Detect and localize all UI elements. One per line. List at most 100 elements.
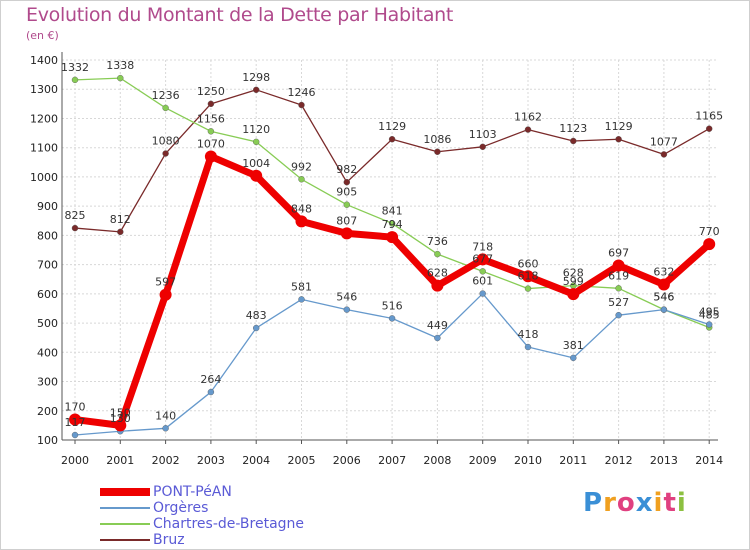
data-label-org-res: 546 bbox=[653, 291, 674, 304]
line-chart: 100 200 300 400 500 600 700 800 900 1000 1100 1200 1… bbox=[30, 52, 723, 467]
x-tick-label: 2003 bbox=[197, 454, 225, 467]
legend-label: Bruz bbox=[153, 532, 185, 548]
data-label-pont-p-an: 628 bbox=[427, 267, 448, 280]
data-label-org-res: 546 bbox=[336, 291, 357, 304]
x-tick-label: 2000 bbox=[61, 454, 89, 467]
point-org-res bbox=[615, 311, 622, 319]
legend-swatch bbox=[100, 507, 150, 509]
point-pont-p-an bbox=[159, 288, 172, 301]
data-label-bruz: 1123 bbox=[559, 122, 587, 135]
data-label-pont-p-an: 660 bbox=[518, 257, 539, 270]
logo-letter: i bbox=[653, 488, 664, 518]
point-chartres-de-bretagne bbox=[253, 138, 260, 146]
data-label-bruz: 982 bbox=[336, 163, 357, 176]
logo-letter: t bbox=[663, 488, 677, 518]
data-label-bruz: 1250 bbox=[197, 85, 225, 98]
point-pont-p-an bbox=[657, 278, 670, 291]
x-tick-label: 2014 bbox=[695, 454, 723, 467]
data-label-bruz: 1103 bbox=[469, 128, 497, 141]
point-pont-p-an bbox=[703, 238, 716, 251]
point-bruz bbox=[660, 151, 668, 158]
x-tick-label: 2009 bbox=[469, 454, 497, 467]
data-label-chartres-de-bretagne: 736 bbox=[427, 235, 448, 248]
data-label-chartres-de-bretagne: 485 bbox=[699, 308, 720, 321]
data-label-bruz: 1246 bbox=[288, 86, 316, 99]
y-tick-label: 300 bbox=[37, 376, 58, 389]
data-label-pont-p-an: 718 bbox=[472, 240, 493, 253]
x-tick-label: 2010 bbox=[514, 454, 542, 467]
data-label-bruz: 1165 bbox=[695, 110, 723, 123]
point-pont-p-an bbox=[386, 231, 399, 244]
data-label-pont-p-an: 1004 bbox=[242, 157, 270, 170]
data-label-chartres-de-bretagne: 546 bbox=[653, 291, 674, 304]
data-label-org-res: 418 bbox=[518, 328, 539, 341]
data-labels: 825 812 1080 1250 1298 1246 982 1129 1086 1103 116… bbox=[61, 59, 723, 429]
data-label-chartres-de-bretagne: 628 bbox=[563, 267, 584, 280]
data-label-org-res: 264 bbox=[200, 373, 221, 386]
legend-label: Chartres-de-Bretagne bbox=[153, 516, 305, 532]
x-tick-label: 2013 bbox=[650, 454, 678, 467]
point-org-res bbox=[162, 425, 169, 432]
point-pont-p-an bbox=[522, 270, 534, 283]
data-label-chartres-de-bretagne: 1332 bbox=[61, 61, 89, 74]
axes: 100 200 300 400 500 600 700 800 900 1000 1100 1200 1… bbox=[30, 52, 723, 467]
data-label-org-res: 527 bbox=[608, 296, 629, 309]
point-org-res bbox=[253, 324, 260, 332]
data-label-chartres-de-bretagne: 905 bbox=[336, 186, 357, 199]
data-label-bruz: 1086 bbox=[423, 133, 451, 146]
data-label-pont-p-an: 770 bbox=[699, 225, 720, 238]
point-chartres-de-bretagne bbox=[434, 250, 441, 258]
logo-letter: r bbox=[603, 488, 617, 518]
point-chartres-de-bretagne bbox=[207, 128, 215, 135]
x-tick-label: 2012 bbox=[605, 454, 633, 467]
point-pont-p-an bbox=[431, 279, 444, 292]
data-label-pont-p-an: 597 bbox=[155, 276, 176, 289]
data-label-bruz: 812 bbox=[110, 213, 131, 226]
point-org-res bbox=[479, 290, 486, 297]
point-pont-p-an bbox=[204, 150, 217, 163]
point-pont-p-an bbox=[114, 419, 127, 432]
data-label-org-res: 495 bbox=[699, 306, 720, 319]
point-pont-p-an bbox=[567, 288, 580, 301]
point-chartres-de-bretagne bbox=[615, 285, 622, 292]
data-label-pont-p-an: 848 bbox=[291, 202, 312, 215]
y-tick-label: 900 bbox=[37, 200, 58, 213]
data-label-chartres-de-bretagne: 1120 bbox=[242, 123, 270, 136]
logo-letter: P bbox=[583, 488, 604, 518]
point-bruz bbox=[479, 143, 486, 151]
point-org-res bbox=[660, 306, 668, 313]
y-tick-label: 700 bbox=[37, 259, 58, 272]
data-label-org-res: 130 bbox=[110, 412, 131, 425]
point-pont-p-an bbox=[476, 253, 489, 266]
data-label-org-res: 581 bbox=[291, 280, 312, 293]
data-label-bruz: 1162 bbox=[514, 111, 542, 124]
data-label-bruz: 1080 bbox=[152, 135, 180, 148]
series-bruz bbox=[71, 86, 713, 236]
legend-swatch bbox=[100, 523, 150, 525]
logo-letter: o bbox=[616, 488, 636, 518]
data-label-org-res: 140 bbox=[155, 409, 176, 422]
y-tick-label: 600 bbox=[37, 288, 58, 301]
point-bruz bbox=[253, 86, 260, 94]
point-org-res bbox=[388, 315, 396, 322]
data-label-chartres-de-bretagne: 619 bbox=[608, 269, 629, 282]
point-chartres-de-bretagne bbox=[298, 176, 305, 183]
data-label-chartres-de-bretagne: 1156 bbox=[197, 112, 225, 125]
x-tick-label: 2006 bbox=[333, 454, 361, 467]
x-tick-label: 2007 bbox=[378, 454, 406, 467]
point-chartres-de-bretagne bbox=[71, 76, 79, 84]
data-label-pont-p-an: 807 bbox=[336, 214, 357, 227]
point-chartres-de-bretagne bbox=[479, 268, 486, 275]
data-label-org-res: 601 bbox=[472, 275, 493, 288]
y-tick-label: 1300 bbox=[30, 83, 58, 96]
proxiti-logo: Proxiti bbox=[583, 488, 687, 518]
x-tick-label: 2011 bbox=[559, 454, 587, 467]
point-pont-p-an bbox=[295, 215, 308, 228]
data-label-pont-p-an: 632 bbox=[653, 265, 674, 278]
point-org-res bbox=[524, 343, 532, 351]
series-pont-p-an bbox=[69, 150, 716, 432]
point-chartres-de-bretagne bbox=[162, 104, 169, 112]
data-label-bruz: 1129 bbox=[605, 120, 633, 133]
data-label-bruz: 1298 bbox=[242, 71, 270, 84]
